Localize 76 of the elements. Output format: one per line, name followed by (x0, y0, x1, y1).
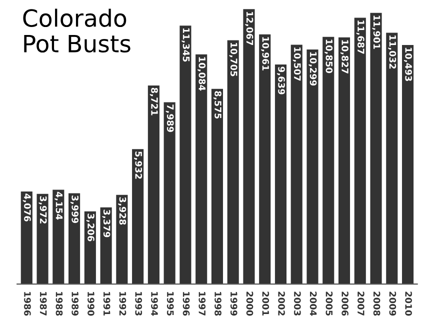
data-label: 3,999 (70, 196, 78, 224)
data-label: 10,084 (198, 57, 206, 91)
x-tick-label: 2007 (358, 292, 364, 316)
x-tick-label: 2005 (326, 292, 333, 316)
data-label: 3,206 (86, 214, 94, 242)
data-label: 10,827 (340, 40, 348, 74)
data-label: 10,299 (308, 52, 317, 86)
data-label: 11,687 (356, 20, 364, 54)
data-label: 3,379 (102, 210, 110, 238)
x-tick-label: 2003 (294, 292, 301, 316)
x-tick-label: 1993 (135, 292, 142, 316)
data-label: 8,721 (150, 88, 158, 116)
data-label: 3,928 (118, 197, 126, 225)
bar (210, 88, 224, 284)
bar (52, 188, 66, 284)
data-label: 10,961 (261, 37, 270, 70)
data-label: 8,575 (213, 91, 222, 119)
x-tick-label: 1992 (119, 292, 126, 316)
bar (401, 44, 414, 284)
bar (84, 210, 97, 284)
x-tick-label: 2010 (405, 292, 412, 316)
x-tick-label: 2000 (246, 292, 254, 316)
bar (369, 12, 383, 284)
bar (99, 206, 113, 284)
bar (68, 192, 81, 284)
x-tick-label: 1990 (88, 292, 94, 316)
data-label: 4,076 (22, 194, 31, 222)
data-label: 9,639 (276, 66, 285, 94)
x-tick-label: 1999 (230, 292, 238, 316)
bar (354, 16, 367, 284)
data-label: 5,932 (134, 152, 142, 179)
bar (338, 36, 351, 284)
data-label: 12,067 (245, 12, 254, 46)
data-label: 11,901 (372, 16, 380, 49)
chart-title: Colorado Pot Busts (23, 8, 130, 53)
x-tick-label: 1991 (103, 292, 110, 316)
bar (385, 32, 399, 284)
bar (20, 190, 34, 284)
bar (258, 34, 272, 284)
x-tick-label: 1997 (198, 292, 206, 316)
x-tick-label: 1988 (56, 292, 63, 316)
x-tick-label: 1989 (72, 292, 78, 316)
x-tick-label: 1986 (24, 292, 31, 316)
bar (131, 148, 144, 284)
data-label: 10,705 (229, 43, 238, 76)
data-label: 10,507 (292, 48, 301, 81)
x-tick-label: 2002 (278, 292, 285, 316)
data-label: 10,493 (404, 48, 412, 81)
data-label: 11,032 (388, 36, 396, 69)
bar (194, 54, 208, 284)
x-tick-label: 2004 (310, 292, 317, 316)
data-label: 7,989 (166, 104, 174, 132)
bar (306, 48, 320, 284)
x-tick-label: 2001 (262, 292, 270, 316)
data-label: 10,850 (324, 40, 333, 74)
bar (242, 8, 256, 284)
x-tick-label: 1996 (182, 292, 190, 316)
bar (226, 39, 240, 284)
bar (274, 64, 288, 284)
x-tick-label: 1994 (151, 292, 158, 316)
x-tick-label: 2008 (373, 292, 380, 316)
x-tick-label: 2009 (389, 292, 396, 316)
x-tick-label: 1998 (214, 292, 222, 316)
bar (115, 194, 129, 284)
bar (36, 193, 50, 284)
bar (178, 24, 192, 284)
bar (290, 44, 304, 284)
data-label: 4,154 (54, 192, 62, 220)
x-tick-label: 1987 (40, 292, 47, 316)
bar (162, 101, 176, 284)
bar (147, 84, 160, 284)
data-label: 3,972 (38, 196, 47, 224)
bar (322, 36, 335, 284)
data-label: 11,345 (182, 28, 190, 62)
x-tick-label: 2006 (342, 292, 348, 316)
x-tick-label: 1995 (166, 292, 174, 316)
